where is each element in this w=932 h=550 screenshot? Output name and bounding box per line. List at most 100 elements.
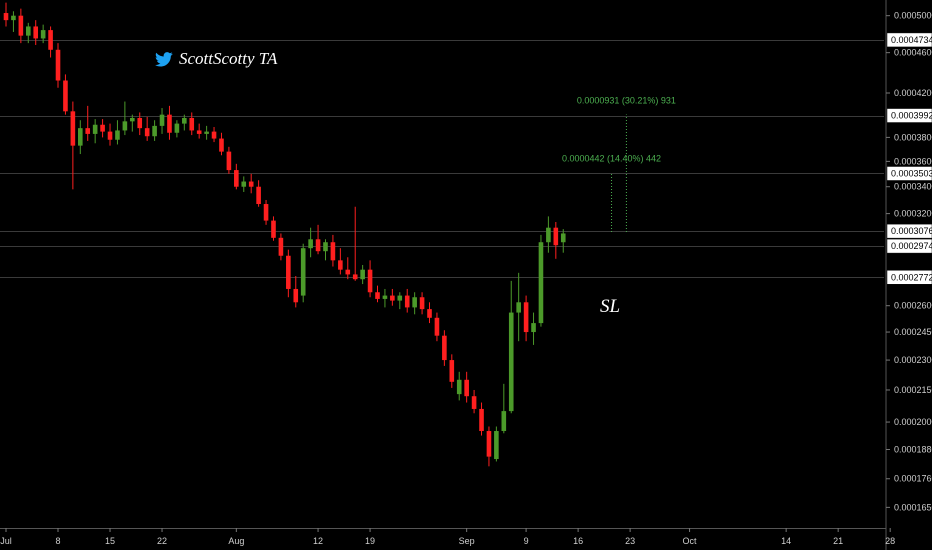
candle-body	[78, 128, 83, 146]
candle-body	[167, 114, 172, 133]
x-tick-label: 9	[524, 536, 529, 546]
candle-body	[137, 117, 143, 129]
candle-body	[471, 396, 477, 409]
candle-body	[130, 117, 135, 122]
candle-body	[352, 274, 358, 280]
candle-body	[404, 295, 410, 308]
candle-body	[144, 128, 150, 137]
candle-body	[278, 237, 284, 256]
candle-body	[397, 295, 403, 301]
level-price-label: 0.0004734	[891, 35, 932, 45]
candle-body	[33, 26, 39, 39]
level-price-box	[886, 270, 932, 285]
measure-label: 0.0000442 (14.40%) 442	[562, 153, 661, 163]
candle-body	[107, 131, 113, 140]
candle-body	[115, 130, 120, 140]
x-tick-label: 12	[313, 536, 323, 546]
candle-body	[442, 335, 447, 361]
candle-body	[18, 15, 24, 36]
level-price-box	[886, 223, 932, 239]
candle-body	[256, 186, 261, 205]
x-tick-label: 14	[781, 536, 791, 546]
candle-body	[323, 242, 328, 252]
candle-body	[382, 295, 388, 299]
candle-body	[330, 242, 336, 261]
x-tick-label: 23	[625, 536, 635, 546]
x-tick-label: Jul	[0, 536, 12, 546]
candle-body	[308, 239, 313, 249]
candle-body	[412, 297, 417, 308]
candle-body	[516, 302, 521, 313]
candle-body	[286, 255, 291, 289]
candle-body	[434, 317, 440, 336]
x-tick-label: 8	[56, 536, 61, 546]
candle-body	[523, 302, 529, 333]
twitter-bird-icon	[155, 51, 173, 67]
candle-body	[390, 295, 395, 301]
candle-body	[345, 269, 351, 275]
candle-body	[315, 239, 321, 252]
candle-body	[3, 13, 9, 21]
x-tick-label: Oct	[683, 536, 698, 546]
watermark-text: ScottScotty TA	[179, 49, 278, 68]
level-price-label: 0.0003992	[891, 111, 932, 121]
candle-body	[375, 292, 380, 299]
candle-body	[293, 288, 299, 303]
candle-body	[456, 379, 462, 395]
candle-body	[40, 30, 46, 39]
x-tick-label: 16	[573, 536, 583, 546]
candle-body	[219, 138, 224, 152]
level-price-label: 0.0003503	[891, 168, 932, 178]
candle-body	[538, 242, 544, 324]
candle-body	[152, 125, 157, 137]
candle-body	[234, 170, 239, 187]
candle-body	[560, 233, 566, 243]
candle-body	[419, 297, 425, 310]
measure-label: 0.0000931 (30.21%) 931	[577, 96, 676, 106]
level-price-label: 0.0002772	[891, 272, 932, 282]
candle-body	[367, 269, 373, 293]
candle-body	[271, 220, 276, 238]
candle-body	[92, 124, 98, 134]
candle-body	[241, 181, 247, 187]
x-tick-label: 28	[885, 536, 895, 546]
candle-body	[449, 360, 455, 382]
candle-body	[174, 123, 180, 133]
watermark: ScottScotty TA	[155, 49, 277, 69]
candle-body	[189, 117, 195, 131]
candle-body	[360, 269, 365, 280]
candle-body	[553, 227, 559, 246]
candle-body	[70, 111, 76, 146]
level-price-box	[886, 238, 932, 254]
candle-body	[501, 411, 507, 432]
candle-body	[226, 151, 232, 171]
x-tick-label: Sep	[459, 536, 475, 546]
candle-body	[338, 260, 343, 270]
candle-body	[248, 181, 254, 187]
x-tick-label: 19	[365, 536, 375, 546]
level-price-box	[886, 166, 932, 181]
level-price-box	[886, 108, 932, 123]
candle-body	[479, 408, 484, 432]
candle-body	[464, 379, 469, 397]
candle-body	[122, 121, 128, 131]
candle-body	[182, 117, 187, 124]
candle-body	[531, 323, 536, 333]
candle-body	[85, 128, 91, 134]
candle-body	[55, 49, 61, 81]
